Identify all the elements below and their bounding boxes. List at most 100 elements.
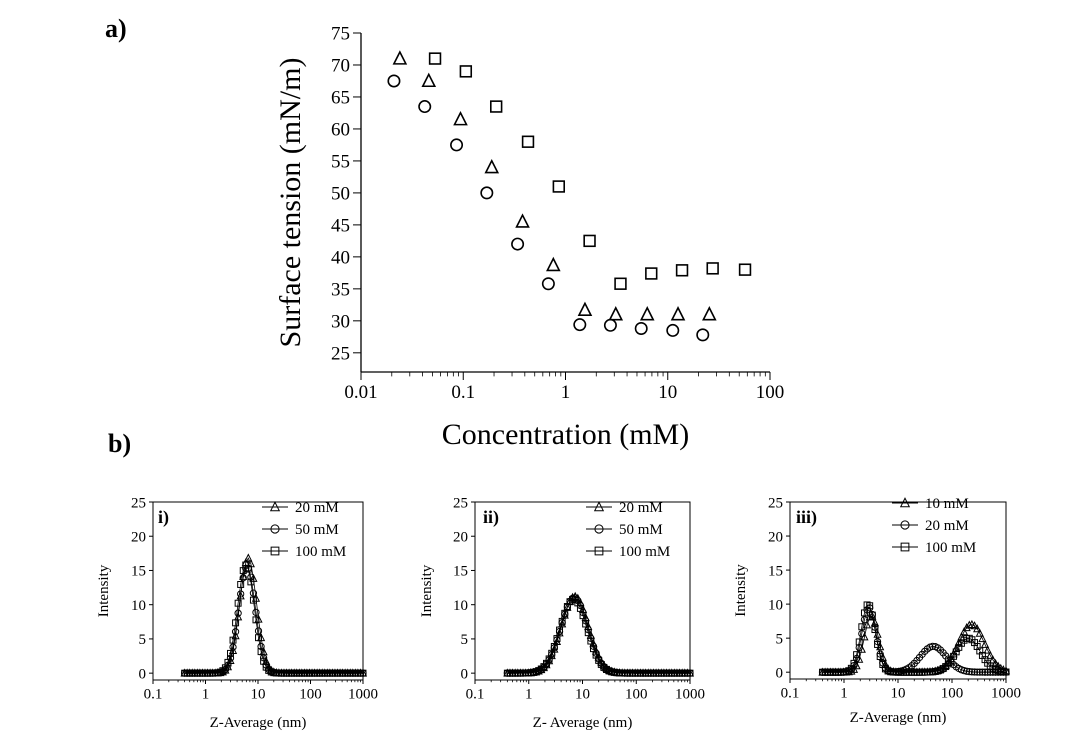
- data-point: [868, 611, 877, 620]
- x-tick-label: 0.1: [781, 685, 800, 701]
- series-square: [503, 595, 694, 677]
- x-tick-label: 0.1: [451, 382, 475, 403]
- data-point: [702, 306, 717, 321]
- x-tick-label: 100: [625, 686, 648, 702]
- series-square: [819, 601, 1010, 676]
- series-line: [184, 557, 363, 674]
- data-point: [603, 318, 617, 332]
- data-point: [556, 626, 564, 634]
- data-point: [576, 604, 584, 612]
- y-tick-label: 20: [453, 529, 468, 545]
- y-tick-label: 5: [461, 632, 469, 648]
- data-point: [852, 661, 861, 670]
- data-point: [860, 615, 869, 624]
- x-tick-label: 0.01: [344, 382, 377, 403]
- y-tick-label: 20: [131, 529, 146, 545]
- data-point: [970, 621, 979, 630]
- legend-label: 100 mM: [295, 544, 346, 560]
- data-point: [247, 578, 255, 586]
- legend-label: 20 mM: [925, 518, 969, 534]
- data-point: [252, 608, 260, 616]
- y-tick-label: 25: [453, 495, 468, 511]
- x-tick-label: 1: [840, 685, 848, 701]
- data-point: [231, 628, 240, 636]
- series-square: [181, 561, 367, 677]
- data-point: [480, 186, 494, 200]
- legend-marker: [594, 524, 604, 534]
- data-point: [981, 668, 989, 676]
- data-point: [855, 654, 864, 663]
- legend-marker: [270, 524, 280, 534]
- y-tick-label: 25: [331, 343, 350, 364]
- data-point: [666, 323, 680, 337]
- legend-label: 100 mM: [619, 544, 670, 560]
- x-tick-label: 0.1: [144, 686, 163, 702]
- legend-marker: [900, 520, 910, 530]
- data-point: [978, 668, 987, 676]
- data-point: [255, 634, 262, 642]
- data-point: [975, 628, 984, 637]
- x-tick-label: 100: [299, 686, 322, 702]
- y-tick-label: 10: [131, 598, 146, 614]
- data-point: [583, 234, 596, 248]
- x-axis-label: Concentration (mM): [442, 418, 689, 451]
- legend: 20 mM 50 mM 100 mM: [262, 500, 346, 560]
- x-axis-label: Z-Average (nm): [210, 715, 307, 731]
- data-point: [587, 637, 595, 645]
- series-triangle: [180, 553, 368, 677]
- data-point: [876, 653, 884, 660]
- series-circle: [180, 564, 367, 677]
- section-label-b: b): [108, 429, 131, 458]
- legend-marker: [594, 546, 604, 556]
- data-point: [521, 135, 535, 148]
- legend-marker: [593, 501, 605, 512]
- panel-label: i): [158, 507, 169, 528]
- data-point: [237, 590, 245, 598]
- data-point: [857, 644, 866, 653]
- data-point: [868, 611, 876, 619]
- y-tick-label: 25: [131, 495, 146, 511]
- data-point: [983, 645, 992, 654]
- data-point: [489, 100, 503, 113]
- data-point: [249, 596, 257, 604]
- series-triangle: [392, 50, 717, 321]
- data-point: [973, 624, 982, 633]
- data-point: [871, 626, 879, 634]
- data-point: [965, 620, 974, 629]
- legend-label: 10 mM: [925, 496, 969, 512]
- data-point: [584, 629, 592, 637]
- x-axis-label: Z- Average (nm): [533, 715, 633, 731]
- data-point: [453, 110, 468, 126]
- data-point: [239, 574, 247, 582]
- data-point: [392, 50, 408, 65]
- data-point: [970, 668, 979, 676]
- legend-marker: [269, 501, 281, 512]
- data-point: [387, 74, 401, 88]
- y-tick-label: 15: [768, 563, 783, 579]
- data-point: [229, 636, 237, 644]
- panel-b-iii-dls-chart: 0.1 1 10 100 1000 0 5 10 15 20 25 Z-Average (nm) Int…: [733, 495, 1021, 726]
- data-point: [418, 100, 432, 114]
- data-point: [986, 650, 995, 659]
- data-point: [686, 669, 694, 677]
- data-point: [459, 65, 473, 78]
- data-point: [959, 627, 969, 636]
- data-point: [675, 264, 689, 277]
- data-point: [582, 620, 590, 628]
- data-point: [573, 318, 587, 332]
- y-tick-label: 40: [331, 248, 350, 269]
- legend-label: 20 mM: [295, 500, 339, 516]
- panel-label: iii): [796, 507, 817, 528]
- x-tick-label: 10: [575, 686, 590, 702]
- data-point: [541, 277, 555, 291]
- data-point: [968, 668, 976, 676]
- y-tick-label: 5: [776, 631, 784, 647]
- data-point: [858, 629, 866, 638]
- data-point: [561, 609, 569, 617]
- legend-marker: [899, 497, 911, 508]
- data-point: [484, 158, 500, 174]
- data-point: [973, 668, 981, 676]
- data-point: [850, 659, 858, 667]
- data-point: [865, 612, 874, 621]
- x-tick-label: 0.1: [466, 686, 485, 702]
